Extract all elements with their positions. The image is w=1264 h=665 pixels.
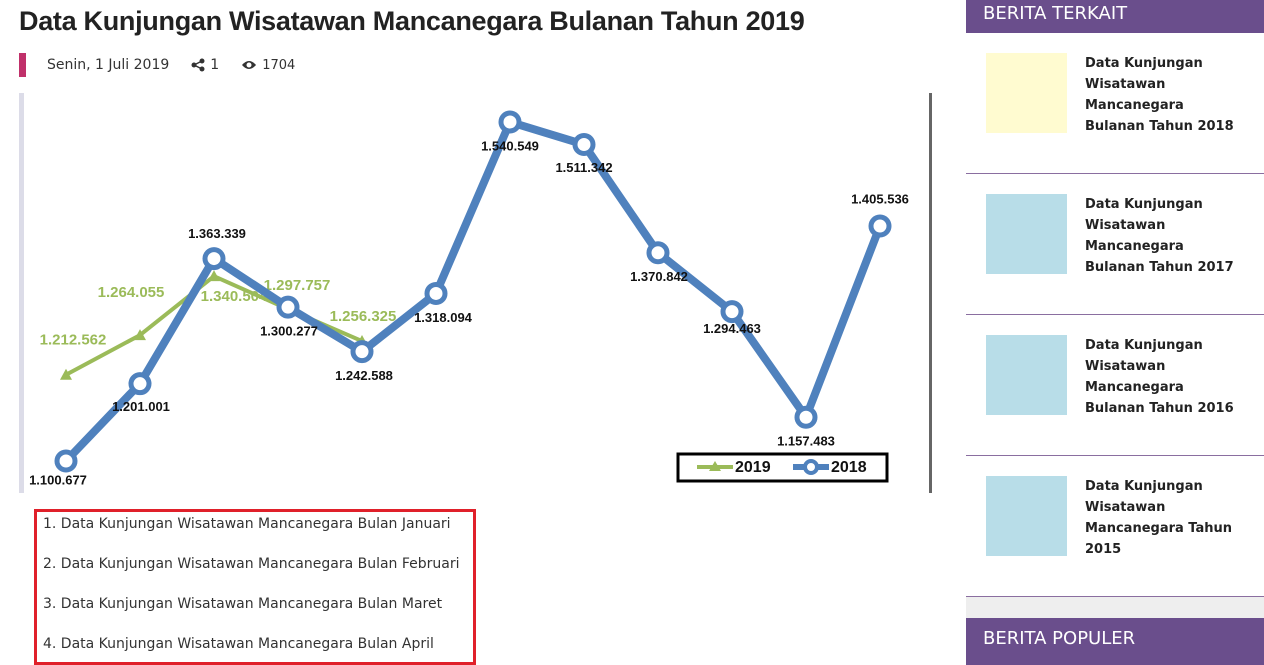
share-icon [191,58,205,72]
list-link[interactable]: 2. Data Kunjungan Wisatawan Mancanegara … [43,556,460,572]
list-link[interactable]: 1. Data Kunjungan Wisatawan Mancanegara … [43,516,451,532]
point [868,214,892,238]
data-label: 1.201.001 [112,399,170,414]
point [794,405,818,429]
related-link[interactable]: Data Kunjungan Wisatawan Mancanegara Tah… [1085,479,1233,557]
data-label: 1.363.339 [188,226,246,241]
data-label: 1.511.342 [555,160,612,175]
chart-edge [929,93,932,493]
legend-marker [709,461,721,471]
related-item: Data Kunjungan Wisatawan Mancanegara Bul… [966,33,1264,174]
point [134,329,146,341]
related-item: Data Kunjungan Wisatawan Mancanegara Bul… [966,315,1264,456]
series-line [63,118,884,464]
point [60,368,72,380]
data-label: 1.157.483 [777,434,835,449]
point [572,133,596,157]
related-link[interactable]: Data Kunjungan Wisatawan Mancanegara Bul… [1085,197,1234,275]
section-heading: BERITA TERKAIT [966,0,1264,33]
point [276,295,300,319]
data-label: 1.100.677 [29,472,87,487]
views: 1704 [241,58,295,73]
date: Senin, 1 Juli 2019 [47,57,170,73]
data-label: 1.340.504 [201,288,268,305]
view-count: 1704 [262,57,296,73]
point [350,340,374,364]
data-label: 1.318.094 [414,310,473,325]
data-label: 1.370.842 [630,269,688,284]
chart-bg [19,93,932,493]
accent-bar [19,53,26,77]
sidebar: BERITA TERKAIT BERITA POPULER Data Kunju… [966,0,1264,665]
data-label: 1.405.536 [851,191,909,206]
data-label: 1.300.277 [260,324,318,339]
share-count: 1 [210,57,220,73]
article-title: Data Kunjungan Wisatawan Mancanegara Bul… [19,6,805,36]
data-label: 1.264.055 [98,284,165,301]
thumbnail[interactable] [986,53,1067,133]
related-item: Data Kunjungan Wisatawan Mancanegara Tah… [966,456,1264,597]
point [498,110,522,134]
data-label: 1.540.549 [481,138,539,153]
data-label: 1.297.757 [264,277,331,294]
point [646,241,670,265]
data-label: 1.256.325 [330,308,397,325]
legend-label: 2019 [735,459,771,476]
list-link[interactable]: 4. Data Kunjungan Wisatawan Mancanegara … [43,636,434,652]
list-link[interactable]: 3. Data Kunjungan Wisatawan Mancanegara … [43,596,443,612]
link-list: 1. Data Kunjungan Wisatawan Mancanegara … [34,509,476,665]
point [202,247,226,271]
eye-icon [242,61,257,69]
data-label: 1.242.588 [335,368,393,383]
section-heading: BERITA POPULER [966,618,1264,665]
point [128,372,152,396]
thumbnail[interactable] [986,476,1067,556]
legend-marker [803,459,819,475]
legend-label: 2018 [831,459,867,476]
point [720,300,744,324]
related-link[interactable]: Data Kunjungan Wisatawan Mancanegara Bul… [1085,56,1234,134]
point [54,449,78,473]
chart-edge [19,93,24,493]
shares[interactable]: 1 [191,57,219,73]
data-label: 1.294.463 [703,321,761,336]
point [208,270,220,282]
thumbnail[interactable] [986,335,1067,415]
related-link[interactable]: Data Kunjungan Wisatawan Mancanegara Bul… [1085,338,1234,416]
thumbnail[interactable] [986,194,1067,274]
article-meta: Senin, 1 Juli 2019 1 1704 [19,53,317,77]
data-label: 1.212.562 [40,332,107,349]
related-item: Data Kunjungan Wisatawan Mancanegara Bul… [966,174,1264,315]
point [424,281,448,305]
